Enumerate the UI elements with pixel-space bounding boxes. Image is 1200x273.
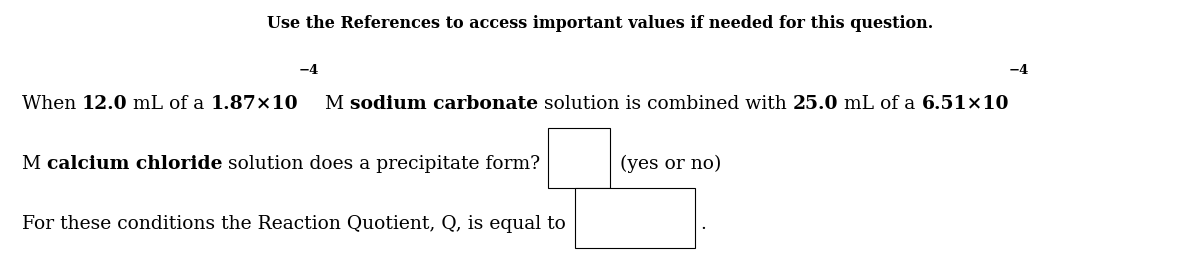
FancyBboxPatch shape — [575, 188, 695, 248]
Text: 6.51×10: 6.51×10 — [922, 95, 1009, 113]
Text: calcium chloride: calcium chloride — [47, 155, 222, 173]
Text: When: When — [22, 95, 82, 113]
Text: −4: −4 — [1009, 64, 1030, 77]
Text: mL of a: mL of a — [127, 95, 211, 113]
Text: 12.0: 12.0 — [82, 95, 127, 113]
Text: sodium carbonate: sodium carbonate — [350, 95, 538, 113]
Text: 1.87×10: 1.87×10 — [211, 95, 299, 113]
FancyBboxPatch shape — [547, 128, 610, 188]
Text: 25.0: 25.0 — [793, 95, 839, 113]
Text: −4: −4 — [299, 64, 319, 77]
Text: For these conditions the Reaction Quotient, Q, is equal to: For these conditions the Reaction Quotie… — [22, 215, 565, 233]
Text: solution is combined with: solution is combined with — [538, 95, 793, 113]
Text: Use the References to access important values if needed for this question.: Use the References to access important v… — [266, 15, 934, 32]
Text: mL of a: mL of a — [839, 95, 922, 113]
Text: solution does a precipitate form?: solution does a precipitate form? — [222, 155, 540, 173]
Text: M: M — [319, 95, 350, 113]
Text: .: . — [700, 215, 706, 233]
Text: (yes or no): (yes or no) — [619, 155, 721, 173]
Text: M: M — [22, 155, 47, 173]
